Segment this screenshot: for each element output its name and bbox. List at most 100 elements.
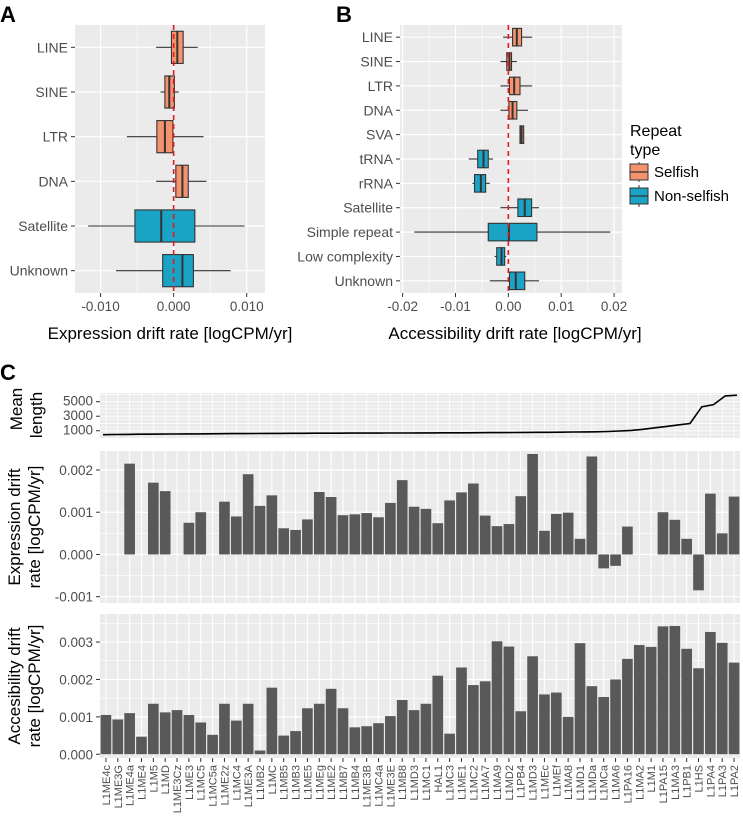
x-tick-label: L1MC5a <box>208 764 220 806</box>
x-tick-label: L1ME3G <box>113 765 125 808</box>
bar <box>396 700 408 755</box>
box-sine <box>160 75 179 109</box>
y-tick-label: 0.000 <box>59 747 93 762</box>
bar <box>456 667 467 755</box>
y-tick-label: Unknown <box>10 263 68 279</box>
bar <box>136 736 147 755</box>
panel-b-y-ticks: LINE SINE LTR DNA SVA tRNA rRNA Satellite Simple… <box>297 29 400 289</box>
panel-c-repeat-name-ticks: L1ME4c L1ME3G L1ME4a L1ME4 L1M5 L1MD L1ME3Cz L1… <box>101 758 741 813</box>
bar <box>681 648 692 755</box>
x-tick-label: L1MB4 <box>350 765 362 800</box>
y-tick-label: 0.002 <box>59 672 93 687</box>
bar <box>242 474 254 555</box>
bar <box>112 719 124 755</box>
bar <box>373 517 384 555</box>
box-simple-repeat <box>414 222 611 242</box>
bar <box>195 512 207 555</box>
y-tick-label: -0.001 <box>55 590 93 605</box>
accessibility-ylabel-line2: rate [logCPM/yr] <box>25 625 44 748</box>
bar <box>598 697 610 755</box>
box-trna <box>468 149 494 169</box>
x-tick-label: L1MA7 <box>480 765 492 800</box>
y-tick-label: Low complexity <box>297 248 393 264</box>
panel-label-c: C <box>0 360 16 385</box>
x-tick-label: L1MD3 <box>528 765 540 800</box>
bar <box>491 526 503 555</box>
panel-b: B LINE SINE LTR DNA SVA tRNA rRNA Satellite Simp… <box>297 2 641 343</box>
x-tick-label: L1MC5 <box>196 765 208 800</box>
bar <box>266 687 278 755</box>
y-tick-label: 0.001 <box>59 710 93 725</box>
x-tick-label: L1PA15 <box>658 765 670 803</box>
bar <box>396 480 408 555</box>
box-line <box>503 27 533 47</box>
x-tick-label: L1MD <box>160 765 172 794</box>
bar <box>313 703 325 755</box>
x-tick-label: L1ME3Cz <box>172 765 184 813</box>
y-tick-label: DNA <box>38 173 68 189</box>
y-tick-label: 1000 <box>63 423 93 438</box>
mean-length-line <box>102 394 738 436</box>
y-tick-label: 0.003 <box>59 635 93 650</box>
bar <box>230 720 242 755</box>
x-tick-label: L1MA8 <box>563 765 575 800</box>
bar <box>705 631 716 755</box>
x-tick-label: L1PB1 <box>682 765 694 798</box>
box-satellite <box>88 209 245 243</box>
x-tick-label: L1MDa <box>587 764 599 800</box>
panel-c-expression-y-ticks: -0.001 0.000 0.001 0.002 <box>55 463 100 605</box>
bar <box>610 554 621 566</box>
bar <box>361 726 372 755</box>
x-tick-label: -0.01 <box>440 299 471 314</box>
bar <box>408 710 420 755</box>
y-tick-label: rRNA <box>359 175 394 191</box>
legend-key-nonselfish <box>629 185 649 207</box>
y-tick-label: SINE <box>360 54 393 70</box>
x-tick-label: L1MB7 <box>338 765 350 800</box>
y-tick-label: LTR <box>43 129 68 145</box>
bar <box>693 668 704 755</box>
x-tick-label: L1ME1 <box>456 765 468 800</box>
panel-b-x-axis-title: Accessibility drift rate [logCPM/yr] <box>388 324 641 343</box>
x-tick-label: L1ME3 <box>184 765 196 800</box>
x-tick-label: L1PA2 <box>729 765 741 797</box>
x-tick-label: -0.010 <box>81 299 119 314</box>
bar <box>693 554 704 591</box>
bar <box>728 496 740 555</box>
bar <box>669 519 681 555</box>
x-tick-label: L1ME4a <box>125 764 137 806</box>
panel-a-x-ticks: -0.010 0.000 0.010 <box>81 293 264 314</box>
bar <box>278 735 290 755</box>
x-tick-label: L1MCa <box>599 764 611 800</box>
bar <box>562 512 574 555</box>
bar <box>124 713 135 755</box>
x-tick-label: L1MA9 <box>492 765 504 800</box>
bar <box>373 723 384 755</box>
bar <box>278 528 290 555</box>
x-tick-label: L1MEc <box>539 765 551 800</box>
bar <box>159 712 171 755</box>
x-tick-label: L1ME3E <box>385 765 397 807</box>
bar <box>705 493 716 555</box>
x-tick-label: L1MB5 <box>279 765 291 800</box>
mean-length-label-line2: length <box>27 392 46 438</box>
expression-bars <box>124 453 740 591</box>
bar <box>645 646 657 755</box>
x-tick-label: L1MD2 <box>504 765 516 800</box>
iqr-box <box>487 222 538 242</box>
bar <box>657 626 669 755</box>
mean-length-label-line1: Mean <box>7 388 26 431</box>
bar <box>290 731 301 755</box>
iqr-box <box>508 271 526 291</box>
bar <box>657 512 669 555</box>
x-tick-label: L1MD3 <box>409 765 421 800</box>
bar <box>633 645 645 755</box>
y-tick-label: Satellite <box>18 218 68 234</box>
bar <box>503 524 515 555</box>
panel-c-accessibility-y-ticks: 0.000 0.001 0.002 0.003 <box>59 635 100 762</box>
bar <box>539 694 550 755</box>
bar <box>539 530 550 555</box>
box-low-complexity <box>494 247 507 266</box>
x-tick-label: L1ME2 <box>326 765 338 800</box>
